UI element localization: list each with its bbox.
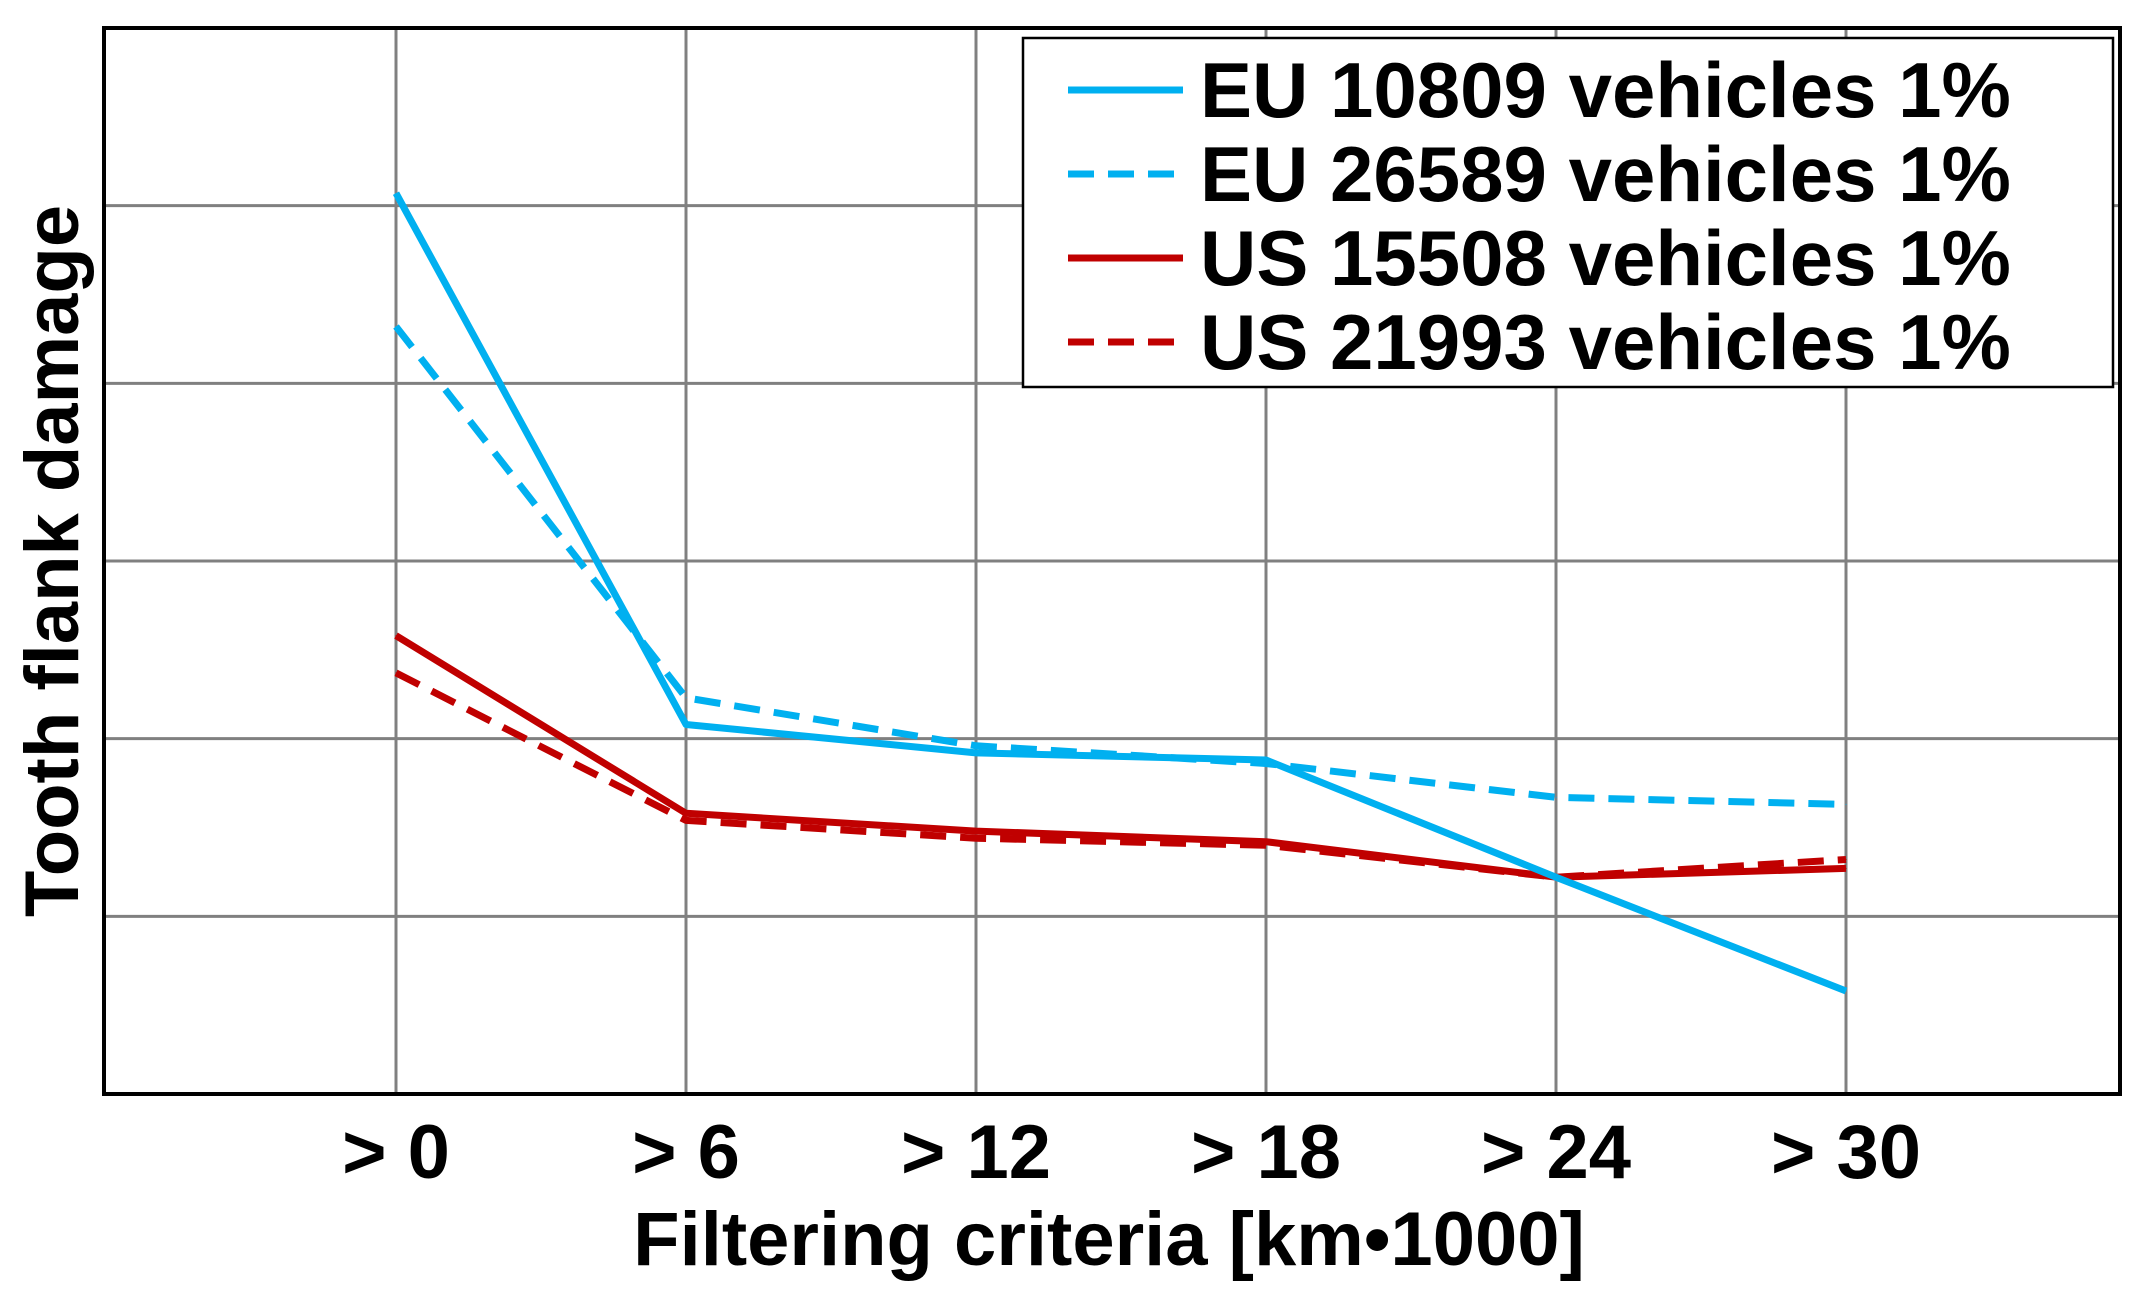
data-point: [685, 819, 687, 821]
data-point: [975, 837, 977, 839]
data-point: [685, 697, 687, 699]
data-point: [975, 752, 977, 754]
data-point: [395, 635, 397, 637]
legend-label: EU 26589 vehicles 1%: [1200, 130, 2011, 218]
data-point: [1555, 796, 1557, 798]
y-axis-label: Tooth flank damage: [10, 205, 95, 917]
legend-label: EU 10809 vehicles 1%: [1200, 46, 2011, 134]
x-tick-label: > 18: [1191, 1110, 1341, 1195]
data-point: [1265, 841, 1267, 843]
data-point: [1845, 859, 1847, 860]
x-tick-label: > 24: [1481, 1110, 1631, 1195]
series-line: [393, 324, 1847, 808]
x-tick-label: > 6: [632, 1110, 740, 1195]
plot-frame: [102, 26, 2122, 1096]
data-point: [1845, 803, 1847, 805]
legend-label: US 15508 vehicles 1%: [1200, 214, 2011, 302]
x-tick-label: > 30: [1771, 1110, 1921, 1195]
data-point: [1845, 867, 1847, 869]
x-tick-labels: > 0 > 6 > 12 > 18 > 24 > 30: [342, 1110, 1921, 1195]
data-point: [685, 724, 687, 725]
data-point: [395, 192, 397, 194]
legend-box: [1021, 36, 2115, 389]
series-line: [392, 191, 1848, 995]
legend-label: US 21993 vehicles 1%: [1200, 298, 2011, 386]
x-tick-label: > 12: [901, 1110, 1051, 1195]
series-line: [394, 632, 1847, 881]
data-point: [395, 672, 397, 674]
data-point: [1555, 876, 1557, 878]
x-tick-label: > 0: [342, 1110, 450, 1195]
series-layer: [392, 191, 1848, 995]
data-point: [975, 745, 977, 747]
data-point: [685, 812, 687, 814]
x-axis-label: Filtering criteria [km•1000]: [633, 1197, 1585, 1282]
data-point: [1265, 759, 1267, 761]
legend: EU 10809 vehicles 1%EU 26589 vehicles 1%…: [1021, 36, 2115, 389]
data-point: [395, 326, 397, 327]
data-point: [1845, 990, 1847, 992]
data-point: [975, 830, 977, 832]
series-line: [394, 669, 1847, 881]
